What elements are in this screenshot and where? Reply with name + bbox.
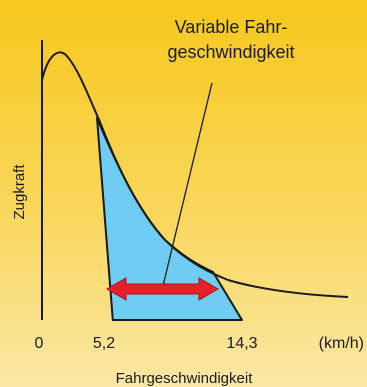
x-tick-label: 14,3 <box>226 335 257 352</box>
x-axis-unit: (km/h) <box>319 335 364 352</box>
traction-curve <box>41 51 349 298</box>
double-arrow <box>106 277 219 301</box>
x-tick-label: 0 <box>35 335 44 352</box>
x-axis-label: Fahrgeschwindigkeit <box>116 370 254 387</box>
chart-title-line-2: geschwindigkeit <box>167 42 294 62</box>
pointer-line <box>161 82 213 291</box>
chart-title-line-1: Variable Fahr- <box>175 17 288 37</box>
y-axis-label: Zugkraft <box>11 164 28 220</box>
x-tick-label: 5,2 <box>93 335 115 352</box>
